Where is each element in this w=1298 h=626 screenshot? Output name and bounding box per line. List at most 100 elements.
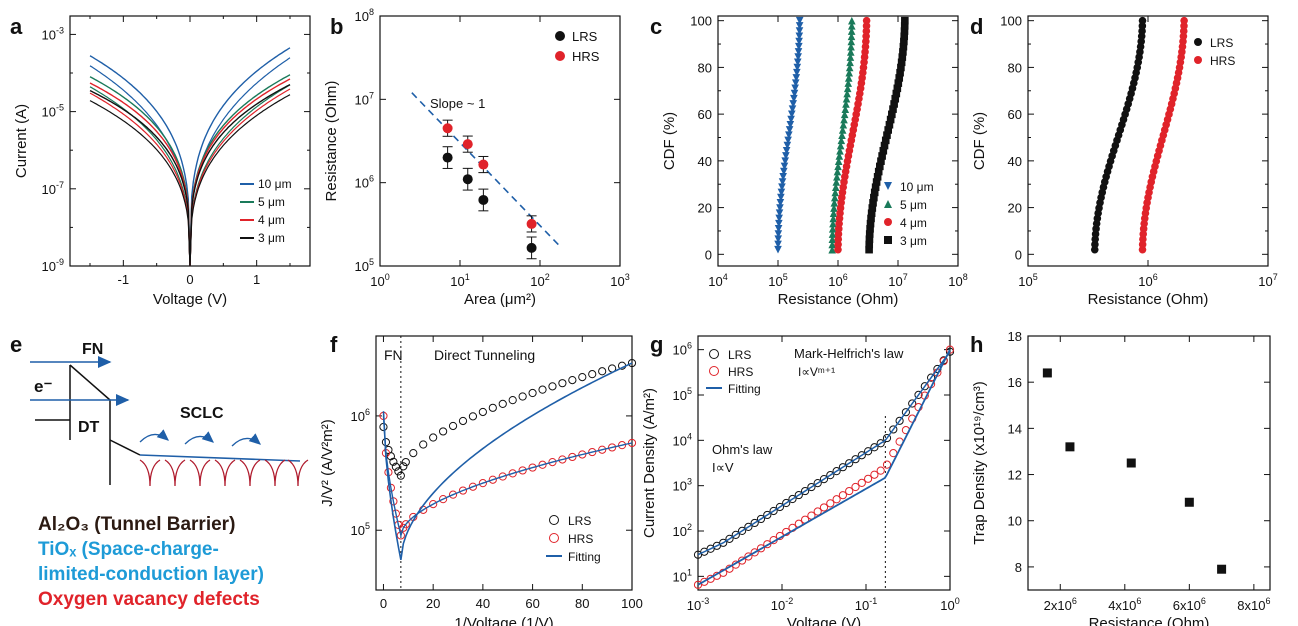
vacancy-well	[239, 459, 261, 487]
cdf-point	[833, 172, 841, 181]
x-tick-label: 108	[948, 272, 967, 289]
y-tick-label: 10-5	[42, 103, 64, 120]
data-point	[807, 482, 816, 492]
cdf-point	[828, 225, 837, 233]
x-tick-label: 100	[621, 596, 643, 611]
cdf-point	[894, 79, 903, 87]
x-axis-label: 1/Voltage (1/V)	[454, 615, 553, 626]
legend-label: LRS	[568, 514, 591, 528]
data-point	[588, 447, 597, 457]
y-tick-label: 101	[673, 567, 692, 584]
y-tick-label: 20	[1008, 201, 1022, 216]
data-point	[468, 482, 478, 491]
legend-label: HRS	[728, 365, 753, 379]
x-tick-label: 100	[940, 596, 959, 613]
legend-label: LRS	[1210, 36, 1233, 50]
legend-label: HRS	[572, 49, 600, 64]
cdf-point	[828, 235, 837, 244]
legend-label: 4 μm	[258, 213, 285, 227]
y-tick-label: 103	[673, 477, 692, 494]
cdf-point	[832, 178, 841, 186]
plot-frame	[1027, 335, 1271, 591]
data-point	[598, 445, 607, 454]
data-point	[857, 451, 866, 460]
cdf-point	[884, 126, 893, 134]
data-point	[845, 486, 854, 496]
cdf-point	[774, 245, 782, 254]
cdf-point	[795, 42, 803, 51]
data-point	[889, 425, 898, 434]
data-point	[401, 457, 410, 467]
cdf-point	[892, 89, 901, 98]
x-tick-label: 1	[253, 272, 260, 287]
data-point	[857, 478, 866, 488]
chart-f: 1/Voltage (1/V) J/V² (A/V²m²) 0 20 40 60 80 100…	[319, 335, 643, 626]
hop-arrow	[139, 429, 169, 443]
cdf-point	[779, 172, 787, 181]
cdf-point	[893, 84, 902, 93]
data-point	[1217, 564, 1227, 574]
fit-curve	[697, 349, 951, 586]
oxygen-vacancy-wells	[139, 459, 309, 487]
data-point	[838, 491, 848, 500]
data-point	[548, 382, 557, 391]
cdf-point	[900, 32, 909, 41]
data-point	[882, 460, 892, 469]
cdf-point	[870, 188, 879, 197]
data-point	[588, 370, 597, 379]
cdf-point	[878, 152, 886, 160]
cdf-point	[844, 79, 853, 87]
cdf-point	[775, 209, 784, 218]
y-axis-label: CDF (%)	[971, 112, 988, 170]
legend-marker	[555, 51, 565, 61]
cdf-point	[872, 178, 881, 186]
cdf-point	[1180, 16, 1188, 25]
cdf-point	[778, 183, 786, 191]
region-label-dt: Direct Tunneling	[434, 347, 535, 363]
cdf-point	[795, 22, 804, 30]
data-point	[744, 552, 753, 561]
data-point	[468, 412, 478, 421]
cdf-point	[834, 162, 842, 171]
x-tick-label: -1	[118, 272, 130, 287]
hopping-arrows	[139, 429, 261, 447]
cdf-point	[867, 209, 876, 218]
data-point	[775, 502, 785, 512]
data-point	[627, 358, 637, 368]
cdf-point	[790, 94, 798, 103]
cdf-point	[776, 199, 785, 207]
legend-label: LRS	[572, 29, 598, 44]
data-point	[442, 152, 453, 163]
data-point	[538, 385, 547, 394]
y-tick-label: 100	[690, 14, 712, 29]
cdf-point	[840, 115, 848, 124]
cdf-point	[774, 235, 782, 244]
cdf-point	[788, 110, 796, 119]
cdf-point	[831, 188, 840, 197]
x-tick-label: 6x106	[1173, 596, 1206, 613]
data-point	[895, 416, 904, 425]
legend-marker	[549, 515, 559, 525]
legend-label: 3 μm	[258, 231, 285, 245]
chart-h: Resistance (Ohm) Trap Density (x10¹⁹/cm³)…	[971, 329, 1271, 626]
cdf-point	[888, 110, 896, 119]
legend-label: LRS	[728, 348, 751, 362]
legend-line-1: Al₂O₃ (Tunnel Barrier)	[38, 514, 235, 535]
cdf-point	[838, 131, 846, 139]
legend-marker	[709, 366, 719, 376]
cdf-point	[776, 204, 784, 212]
cdf-point	[780, 162, 789, 171]
cdf-point	[862, 16, 871, 25]
data-point	[518, 466, 527, 475]
cdf-point	[865, 230, 874, 238]
legend-marker	[884, 182, 892, 190]
data-point	[738, 526, 747, 535]
cdf-point	[791, 79, 800, 87]
cdf-point	[775, 214, 783, 223]
y-tick-label: 0	[705, 247, 712, 262]
data-point	[389, 457, 398, 466]
hop-arrow	[231, 433, 261, 447]
data-point	[945, 345, 955, 354]
cdf-point	[833, 167, 842, 176]
